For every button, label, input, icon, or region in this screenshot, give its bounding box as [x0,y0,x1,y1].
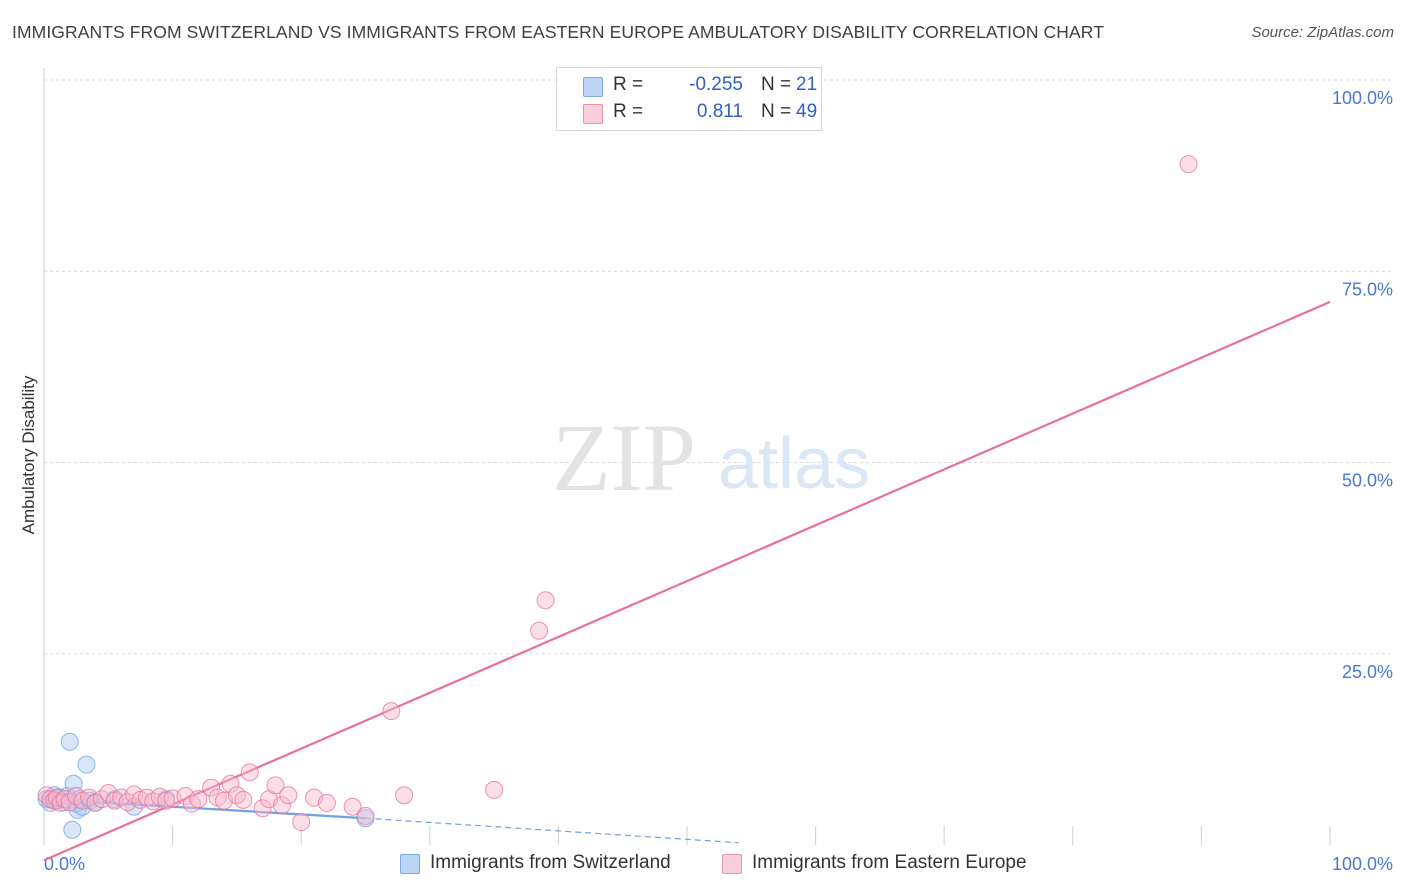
legend-swatch-eastern-europe [583,104,603,124]
chart-title: IMMIGRANTS FROM SWITZERLAND VS IMMIGRANT… [12,22,1104,42]
trendlines [43,300,1331,862]
trendline [43,798,366,820]
data-point [77,755,96,774]
data-point [234,790,253,809]
x-tick-label: 100.0% [1332,854,1393,874]
n-label: N = [761,101,792,122]
y-tick-label: 25.0% [1342,662,1393,682]
data-point [272,796,291,815]
data-point [382,702,401,721]
data-point [144,792,163,811]
data-point [202,778,221,797]
r-value: -0.255 [689,74,743,95]
axes: 25.0% 50.0% 75.0% 100.0% 0.0% 100.0% [43,68,1393,874]
stats-legend: R = -0.255 N = 21 R = 0.811 N = 49 [556,67,822,131]
y-tick-label: 75.0% [1342,279,1393,299]
data-point [395,786,414,805]
data-point [253,799,272,818]
watermark: ZIP atlas [552,404,870,511]
data-point [182,794,201,813]
data-point [60,732,79,751]
data-points [37,155,1198,839]
n-label: N = [761,74,792,95]
trendline-extension [365,817,739,844]
grid-lines [44,79,1392,655]
watermark-atlas: atlas [718,424,870,504]
data-point [1179,155,1198,174]
y-axis-label: Ambulatory Disability [19,375,38,534]
trendline [43,300,1331,862]
r-label: R = [613,74,644,95]
n-value: 21 [796,74,818,95]
legend-swatch-eastern-europe [722,854,742,874]
data-point [55,790,74,809]
data-point [266,776,285,795]
data-point [221,774,240,793]
r-value: 0.811 [696,101,743,122]
data-point [343,797,362,816]
data-point [227,786,246,805]
source-label: Source: ZipAtlas.com [1251,24,1394,41]
data-point [356,806,375,825]
data-point [292,813,311,832]
data-point [189,790,208,809]
data-point [317,793,336,812]
watermark-zip: ZIP [552,404,696,511]
n-value: 49 [796,101,818,122]
r-label: R = [613,101,644,122]
data-point [279,786,298,805]
data-point [63,820,82,839]
legend-label-switzerland: Immigrants from Switzerland [430,852,671,873]
y-tick-label: 100.0% [1332,88,1393,108]
data-point [68,800,87,819]
data-point [536,591,555,610]
legend-swatch-switzerland [400,854,420,874]
data-point [530,621,549,640]
legend-label-eastern-europe: Immigrants from Eastern Europe [752,852,1027,873]
data-point [125,797,144,816]
x-tick-label: 0.0% [44,854,85,874]
data-point [240,763,259,782]
legend-swatch-switzerland [583,77,603,97]
data-point [485,780,504,799]
y-tick-label: 50.0% [1342,471,1393,491]
data-point [67,787,86,806]
